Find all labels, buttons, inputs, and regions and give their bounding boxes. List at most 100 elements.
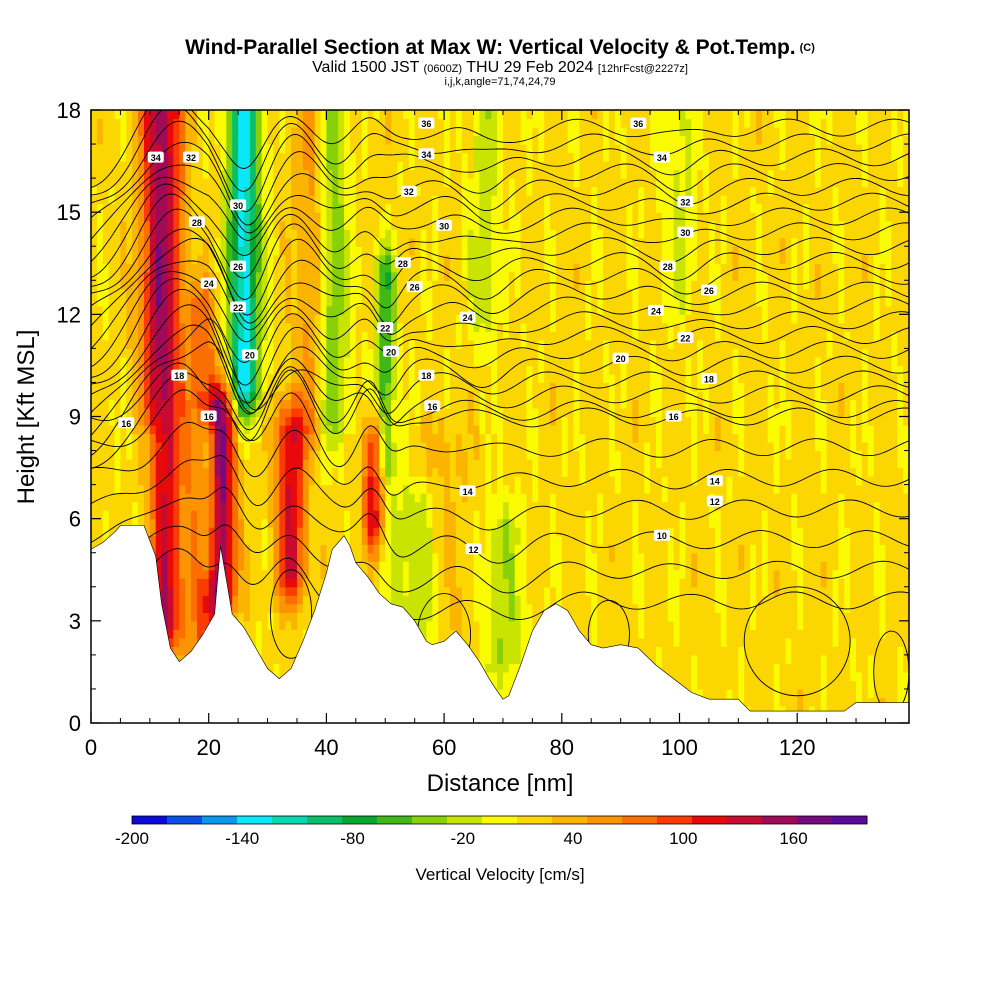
- velocity-cell: [279, 110, 286, 120]
- velocity-cell: [338, 178, 345, 188]
- velocity-cell: [238, 212, 245, 222]
- velocity-cell: [214, 467, 222, 477]
- velocity-cell: [414, 263, 422, 273]
- velocity-cell: [173, 561, 180, 571]
- velocity-cell: [491, 484, 498, 494]
- velocity-cell: [432, 263, 439, 273]
- velocity-cell: [232, 433, 239, 443]
- velocity-cell: [91, 382, 98, 392]
- velocity-cell: [108, 178, 116, 188]
- velocity-cell: [426, 416, 433, 426]
- velocity-cell: [249, 476, 257, 486]
- velocity-cell: [308, 407, 316, 418]
- velocity-cell: [232, 220, 239, 230]
- velocity-cell: [291, 237, 298, 247]
- velocity-cell: [397, 314, 404, 324]
- velocity-cell: [491, 620, 498, 630]
- velocity-cell: [426, 271, 433, 281]
- velocity-cell: [261, 646, 269, 656]
- velocity-cell: [355, 356, 363, 367]
- velocity-cell: [167, 203, 174, 213]
- velocity-cell: [438, 620, 445, 630]
- velocity-cell: [373, 237, 380, 247]
- velocity-cell: [208, 229, 216, 239]
- velocity-cell: [238, 161, 245, 171]
- velocity-cell: [373, 356, 380, 367]
- velocity-cell: [467, 399, 475, 409]
- velocity-cell: [185, 399, 192, 409]
- velocity-cell: [479, 390, 486, 401]
- velocity-cell: [126, 254, 133, 264]
- velocity-cell: [473, 152, 480, 162]
- velocity-cell: [461, 195, 469, 205]
- velocity-cell: [302, 459, 310, 469]
- velocity-cell: [279, 237, 286, 247]
- velocity-cell: [479, 110, 486, 120]
- velocity-cell: [285, 118, 292, 128]
- velocity-cell: [91, 476, 98, 486]
- velocity-cell: [467, 161, 475, 171]
- velocity-cell: [143, 212, 151, 222]
- velocity-cell: [167, 595, 174, 605]
- velocity-cell: [302, 586, 310, 596]
- velocity-cell: [361, 467, 369, 477]
- velocity-cell: [408, 365, 416, 375]
- velocity-cell: [296, 271, 304, 281]
- velocity-cell: [338, 493, 345, 503]
- velocity-cell: [226, 510, 233, 520]
- velocity-cell: [173, 127, 180, 137]
- velocity-cell: [255, 390, 263, 401]
- velocity-cell: [126, 229, 133, 239]
- velocity-cell: [302, 178, 310, 188]
- velocity-cell: [91, 169, 98, 179]
- velocity-cell: [491, 518, 498, 528]
- velocity-cell: [338, 373, 345, 384]
- velocity-cell: [149, 212, 157, 222]
- velocity-cell: [179, 425, 186, 435]
- velocity-cell: [338, 467, 345, 477]
- velocity-cell: [173, 603, 180, 613]
- velocity-cell: [255, 220, 263, 230]
- velocity-cell: [179, 356, 186, 367]
- velocity-cell: [155, 280, 163, 290]
- velocity-cell: [385, 518, 392, 528]
- velocity-cell: [479, 578, 486, 588]
- velocity-cell: [338, 237, 345, 247]
- velocity-cell: [261, 459, 269, 469]
- velocity-cell: [373, 407, 380, 418]
- velocity-cell: [444, 135, 451, 145]
- velocity-cell: [414, 603, 422, 613]
- velocity-cell: [120, 510, 127, 520]
- velocity-cell: [379, 348, 386, 358]
- velocity-cell: [279, 629, 286, 639]
- velocity-cell: [467, 339, 475, 349]
- velocity-cell: [273, 518, 280, 528]
- velocity-cell: [367, 552, 375, 562]
- velocity-cell: [249, 527, 257, 537]
- velocity-cell: [361, 263, 369, 273]
- velocity-cell: [397, 135, 404, 145]
- velocity-cell: [196, 612, 204, 622]
- velocity-cell: [444, 271, 451, 281]
- velocity-cell: [449, 433, 457, 443]
- velocity-cell: [291, 518, 298, 528]
- velocity-cell: [185, 297, 192, 307]
- velocity-cell: [161, 493, 169, 503]
- velocity-cell: [226, 263, 233, 273]
- velocity-cell: [214, 305, 222, 315]
- velocity-cell: [149, 195, 157, 205]
- velocity-cell: [473, 578, 480, 588]
- velocity-cell: [455, 288, 463, 298]
- velocity-cell: [326, 331, 333, 341]
- velocity-cell: [361, 220, 369, 230]
- velocity-cell: [444, 169, 451, 179]
- velocity-cell: [402, 297, 410, 307]
- velocity-cell: [367, 407, 375, 418]
- velocity-cell: [196, 586, 204, 596]
- velocity-cell: [391, 212, 398, 222]
- velocity-cell: [402, 118, 410, 128]
- velocity-cell: [285, 229, 292, 239]
- velocity-cell: [402, 169, 410, 179]
- velocity-cell: [455, 629, 463, 639]
- velocity-cell: [485, 578, 492, 588]
